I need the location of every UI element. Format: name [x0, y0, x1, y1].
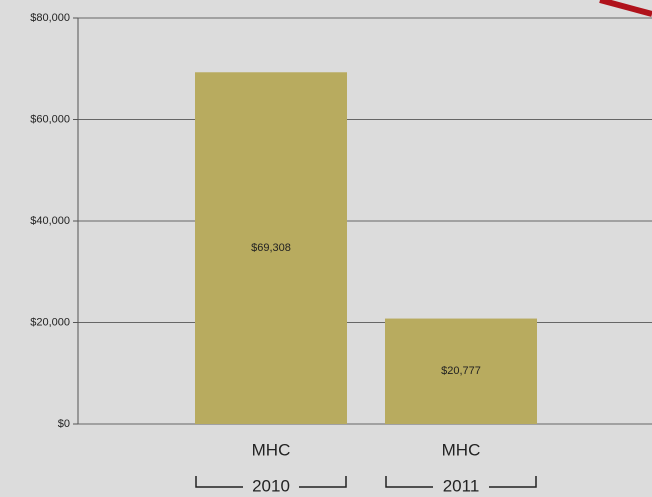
group-label: 2010	[252, 476, 290, 495]
value-label: $69,308	[251, 242, 291, 254]
y-tick-label: $60,000	[30, 113, 70, 125]
group-label: 2011	[443, 476, 480, 495]
x-tick-label: MHC	[252, 440, 291, 459]
bar	[385, 318, 537, 424]
group-bracket	[195, 476, 347, 488]
x-tick-label: MHC	[442, 440, 481, 459]
y-tick-label: $20,000	[30, 316, 70, 328]
bar	[195, 72, 347, 424]
group-bracket	[385, 476, 537, 488]
value-label: $20,777	[441, 365, 481, 377]
y-tick-label: $40,000	[30, 215, 70, 227]
y-tick-label: $0	[58, 418, 70, 430]
arrow	[599, 0, 652, 17]
y-tick-label: $80,000	[30, 12, 70, 24]
